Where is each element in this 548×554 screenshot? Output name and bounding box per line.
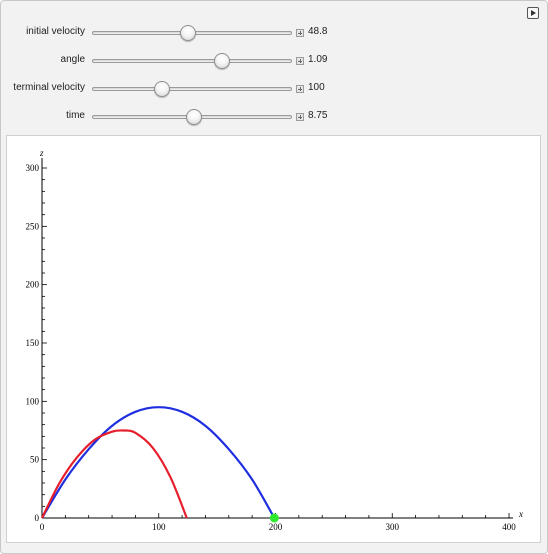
terminal-velocity-slider-track[interactable] [92,87,292,91]
trajectory-with-drag [41,429,188,519]
terminal-velocity-slider-thumb[interactable] [154,81,170,97]
y-tick-label: 0 [35,513,40,523]
initial-velocity-value: 48.8 [308,26,328,37]
play-triangle-icon [531,10,536,16]
time-value: 8.75 [308,110,328,121]
terminal-velocity-label: terminal velocity [13,82,85,93]
control-initial-velocity: initial velocity 48.8 [0,23,548,43]
angle-expand-icon[interactable] [296,57,304,65]
terminal-velocity-value: 100 [308,82,325,93]
initial-velocity-label: initial velocity [26,26,85,37]
axes: 0 100 200 300 400 0 50 100 150 200 250 300 x z [26,148,524,532]
initial-velocity-slider-thumb[interactable] [180,25,196,41]
terminal-velocity-expand-icon[interactable] [296,85,304,93]
x-axis-label: x [518,509,523,519]
control-time: time 8.75 [0,107,548,127]
play-button[interactable] [527,7,539,19]
angle-label: angle [60,54,85,65]
projectile-position-marker [269,513,279,523]
control-angle: angle 1.09 [0,51,548,71]
y-tick-label: 300 [26,163,40,173]
time-label: time [66,110,85,121]
x-tick-label: 300 [386,522,400,532]
plot-panel: 0 100 200 300 400 0 50 100 150 200 250 300 x z [6,135,541,543]
angle-slider-thumb[interactable] [214,53,230,69]
angle-slider-track[interactable] [92,59,292,63]
y-tick-label: 50 [30,455,40,465]
time-expand-icon[interactable] [296,113,304,121]
trajectory-without-drag [41,406,276,519]
y-axis-label: z [39,148,44,158]
time-slider-thumb[interactable] [186,109,202,125]
y-tick-label: 150 [26,338,40,348]
x-tick-label: 400 [502,522,516,532]
trajectory-plot: 0 100 200 300 400 0 50 100 150 200 250 300 x z [26,148,524,532]
series-group [41,406,279,523]
x-tick-label: 0 [40,522,45,532]
angle-value: 1.09 [308,54,328,65]
control-terminal-velocity: terminal velocity 100 [0,79,548,99]
initial-velocity-expand-icon[interactable] [296,29,304,37]
y-tick-label: 100 [26,396,40,406]
x-tick-label: 100 [152,522,166,532]
y-tick-label: 200 [26,280,40,290]
y-tick-label: 250 [26,221,40,231]
x-tick-label: 200 [269,522,283,532]
